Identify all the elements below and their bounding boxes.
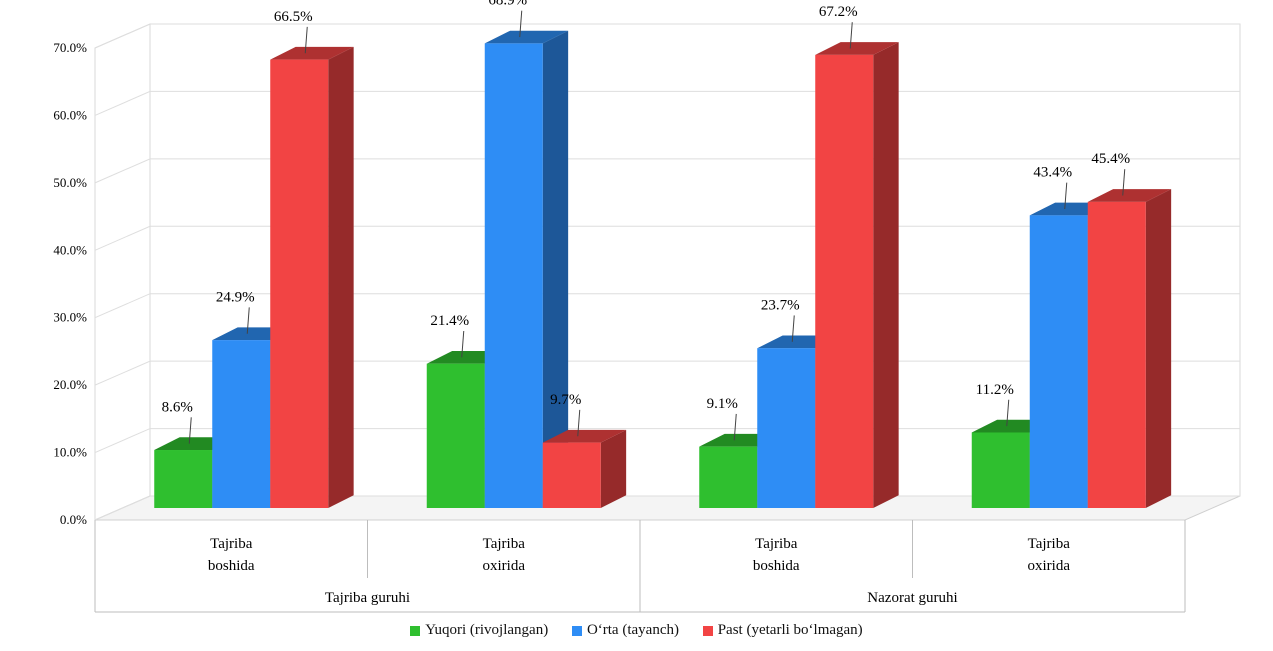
leader-line bbox=[733, 413, 737, 441]
bar-side bbox=[1145, 189, 1172, 508]
leader-line bbox=[519, 10, 523, 38]
y-axis-ticks: 0.0% 10.0% 20.0% 30.0% 40.0% 50.0% 60.0% 70.0% bbox=[53, 40, 87, 527]
leader-line bbox=[1006, 399, 1010, 427]
legend: Yuqori (rivojlangan) O‘rta (tayanch) Pas… bbox=[0, 622, 1273, 641]
leader-line bbox=[188, 417, 192, 444]
data-label: 9.1% bbox=[707, 396, 738, 412]
data-label: 68.9% bbox=[488, 0, 527, 9]
legend-item: Yuqori (rivojlangan) bbox=[410, 622, 548, 639]
bar bbox=[757, 348, 816, 508]
category-label: boshida bbox=[753, 558, 800, 574]
y-tick-label: 70.0% bbox=[53, 40, 87, 55]
bar-top bbox=[815, 42, 899, 55]
data-label: 11.2% bbox=[976, 382, 1014, 398]
bar bbox=[815, 54, 874, 508]
chart-canvas: 0.0%10.0%20.0%30.0%40.0%50.0%60.0%70.0% … bbox=[53, 0, 1241, 613]
legend-label: Yuqori (rivojlangan) bbox=[425, 622, 549, 638]
bar bbox=[542, 442, 601, 508]
chart-bars bbox=[154, 30, 1172, 509]
y-tick-label: 20.0% bbox=[53, 377, 87, 392]
bar bbox=[699, 446, 758, 508]
bar bbox=[426, 363, 485, 508]
data-label: 8.6% bbox=[162, 399, 193, 415]
legend-label: Past (yetarli bo‘lmagan) bbox=[717, 622, 863, 638]
group-label: Tajriba guruhi bbox=[325, 590, 410, 606]
category-label: Tajriba bbox=[210, 536, 253, 552]
legend-swatch bbox=[702, 625, 713, 636]
legend-item: O‘rta (tayanch) bbox=[571, 622, 679, 639]
category-label: Tajriba bbox=[483, 536, 526, 552]
data-label: 24.9% bbox=[216, 289, 255, 305]
legend-swatch bbox=[410, 625, 421, 636]
category-label: Tajriba bbox=[1028, 536, 1071, 552]
category-label: Tajriba bbox=[755, 536, 798, 552]
legend-label: O‘rta (tayanch) bbox=[586, 622, 679, 638]
bar-top bbox=[1087, 189, 1172, 202]
data-label: 67.2% bbox=[819, 4, 858, 20]
y-tick-label: 40.0% bbox=[53, 242, 87, 257]
bar-side bbox=[600, 429, 627, 508]
data-label: 45.4% bbox=[1091, 151, 1130, 167]
y-tick-label: 50.0% bbox=[53, 175, 87, 190]
y-tick-label: 30.0% bbox=[53, 310, 87, 325]
data-label: 23.7% bbox=[761, 297, 800, 313]
y-tick-label: 0.0% bbox=[60, 512, 87, 527]
leader-line bbox=[791, 315, 795, 342]
bar-side bbox=[328, 46, 354, 508]
leader-line bbox=[304, 26, 308, 54]
leader-line bbox=[577, 409, 581, 437]
side-wall bbox=[94, 23, 151, 521]
bar bbox=[484, 43, 543, 508]
y-tick-label: 10.0% bbox=[53, 445, 87, 460]
bar-top bbox=[542, 429, 627, 443]
x-axis: Tajriba boshida Tajriba oxirida Tajriba boshi… bbox=[94, 520, 1186, 613]
bar-top bbox=[270, 46, 354, 60]
leader-line bbox=[1122, 169, 1126, 196]
data-label: 43.4% bbox=[1033, 165, 1072, 181]
y-tick-label: 60.0% bbox=[53, 107, 87, 122]
legend-swatch bbox=[571, 625, 582, 636]
bar bbox=[1029, 215, 1088, 509]
category-label: boshida bbox=[208, 558, 255, 574]
bar bbox=[270, 59, 329, 508]
leader-line bbox=[461, 330, 465, 358]
leader-line bbox=[246, 307, 250, 334]
data-labels: 8.6% 24.9% 66.5% 21.4% 68.9% 9.7% 9.1% 23.7% 67.… bbox=[162, 0, 1130, 444]
category-label: oxirida bbox=[483, 558, 526, 574]
leader-line bbox=[1064, 182, 1068, 210]
gridline bbox=[94, 23, 1240, 49]
bar-side bbox=[542, 30, 569, 508]
bar-side bbox=[873, 42, 899, 508]
data-label: 21.4% bbox=[430, 313, 469, 329]
bar bbox=[154, 450, 213, 508]
legend-item: Past (yetarli bo‘lmagan) bbox=[702, 622, 863, 639]
data-label: 9.7% bbox=[550, 392, 581, 408]
bar-top bbox=[484, 30, 569, 44]
data-label: 66.5% bbox=[274, 9, 313, 25]
category-label: oxirida bbox=[1028, 558, 1071, 574]
leader-line bbox=[849, 22, 853, 49]
bar bbox=[971, 432, 1030, 508]
bar bbox=[1087, 201, 1146, 509]
bar bbox=[212, 340, 271, 508]
group-label: Nazorat guruhi bbox=[867, 590, 957, 606]
